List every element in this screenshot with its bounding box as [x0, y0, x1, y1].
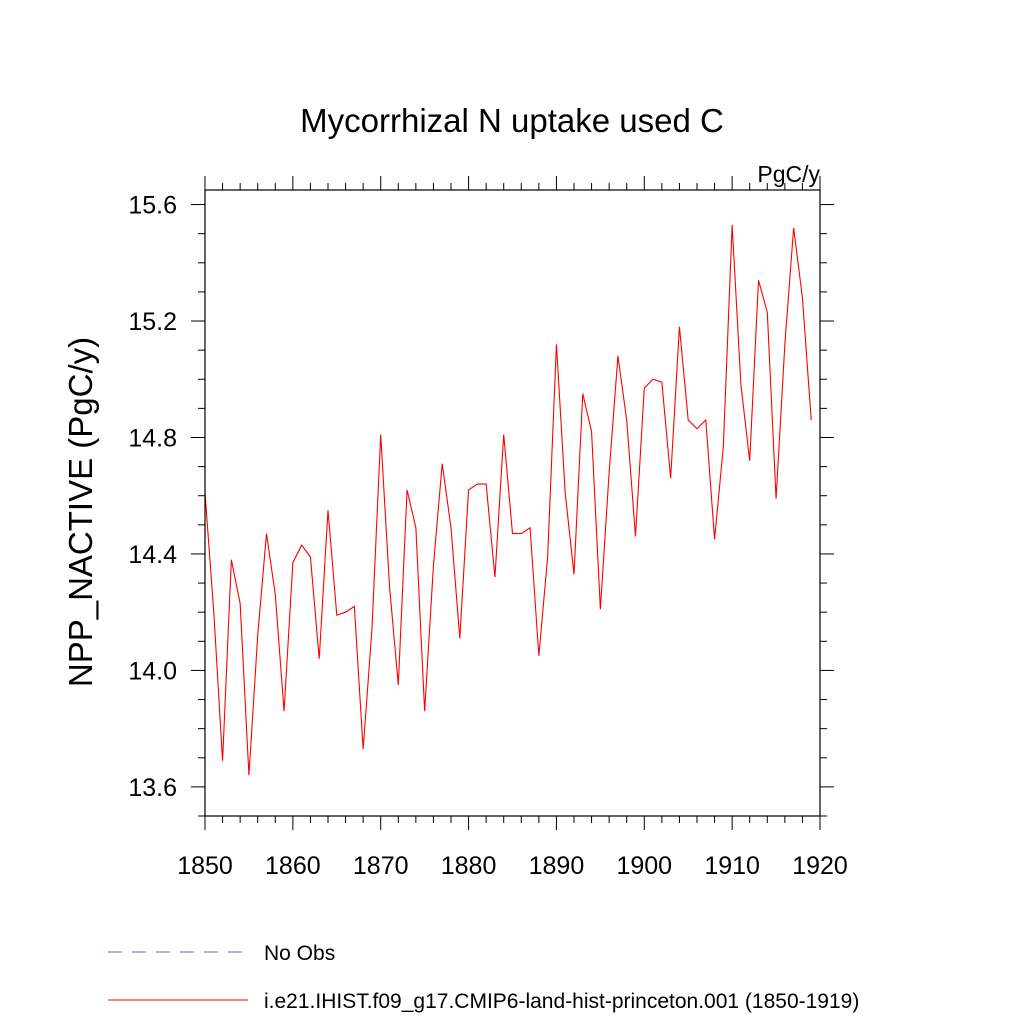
y-tick-label: 14.8 — [128, 424, 177, 452]
y-tick-label: 14.0 — [128, 657, 177, 685]
x-tick-label: 1880 — [441, 852, 497, 880]
x-tick-label: 1850 — [177, 852, 233, 880]
legend: No Obs i.e21.IHIST.f09_g17.CMIP6-land-his… — [108, 942, 859, 1013]
x-tick-label: 1870 — [353, 852, 409, 880]
legend-label: No Obs — [264, 942, 335, 965]
y-tick-label: 13.6 — [128, 774, 177, 802]
y-tick-label: 15.2 — [128, 308, 177, 336]
y-tick-label: 15.6 — [128, 192, 177, 220]
units-label: PgC/y — [757, 161, 820, 187]
chart-title: Mycorrhizal N uptake used C — [300, 102, 724, 139]
series-layer — [204, 224, 812, 776]
x-tick-label: 1860 — [265, 852, 321, 880]
plot-frame — [204, 189, 821, 817]
x-tick-label: 1920 — [792, 852, 848, 880]
x-tick-label: 1900 — [616, 852, 672, 880]
series-line — [204, 224, 812, 776]
axis-ticks — [191, 176, 834, 830]
tick-labels: 1850 1860 1870 1880 1890 1900 1910 1920 13.6 14.0… — [128, 192, 847, 880]
y-tick-label: 14.4 — [128, 541, 177, 569]
y-axis-label: NPP_NACTIVE (PgC/y) — [62, 337, 99, 687]
legend-label: i.e21.IHIST.f09_g17.CMIP6-land-hist-prin… — [264, 990, 859, 1013]
x-tick-label: 1910 — [704, 852, 760, 880]
x-tick-label: 1890 — [529, 852, 585, 880]
